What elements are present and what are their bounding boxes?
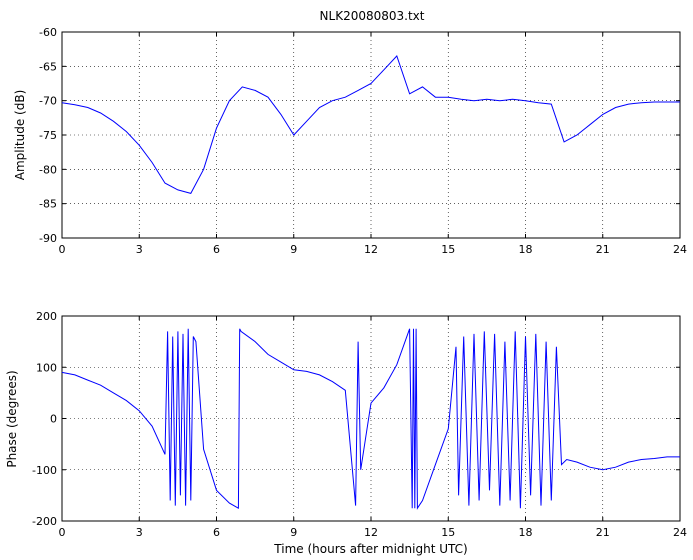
- amplitude-ticks: 0 3 6 9 12 15 18 21 24 -90 -85 -80 -75 -70 -65 -60: [39, 26, 687, 256]
- phase-series-line: [61, 328, 680, 510]
- phase-ytick-label: 200: [36, 310, 57, 323]
- phase-xtick-label: 18: [519, 526, 533, 539]
- amplitude-xtick-label: 9: [290, 243, 297, 256]
- amplitude-ytick-label: -80: [39, 163, 57, 176]
- phase-xtick-label: 15: [441, 526, 455, 539]
- amplitude-xtick-label: 21: [596, 243, 610, 256]
- chart-title: NLK20080803.txt: [320, 9, 425, 23]
- phase-ytick-label: -100: [32, 464, 57, 477]
- amplitude-ytick-label: -70: [39, 95, 57, 108]
- amplitude-ytick-label: -60: [39, 26, 57, 39]
- amplitude-xtick-label: 0: [59, 243, 66, 256]
- amplitude-ytick-label: -85: [39, 198, 57, 211]
- amplitude-xtick-label: 3: [136, 243, 143, 256]
- amplitude-ytick-label: -90: [39, 232, 57, 245]
- phase-ytick-label: 0: [50, 413, 57, 426]
- amplitude-ytick-label: -65: [39, 60, 57, 73]
- amplitude-xtick-label: 6: [213, 243, 220, 256]
- phase-ytick-label: -200: [32, 515, 57, 528]
- amplitude-ylabel: Amplitude (dB): [13, 90, 27, 181]
- amplitude-series-line: [61, 55, 680, 194]
- amplitude-xtick-label: 15: [441, 243, 455, 256]
- amplitude-ytick-label: -75: [39, 129, 57, 142]
- phase-ytick-label: 100: [36, 361, 57, 374]
- phase-xtick-label: 0: [59, 526, 66, 539]
- amplitude-xtick-label: 24: [673, 243, 687, 256]
- phase-grid: [62, 316, 680, 521]
- amplitude-grid: [62, 32, 680, 238]
- phase-xtick-label: 3: [136, 526, 143, 539]
- phase-ylabel: Phase (degrees): [5, 370, 19, 467]
- phase-plot: 0 3 6 9 12 15 18 21 24 -200 -100 0 100 200 Phase (deg…: [5, 310, 687, 556]
- phase-xtick-label: 24: [673, 526, 687, 539]
- phase-xlabel: Time (hours after midnight UTC): [273, 542, 467, 556]
- amplitude-xtick-label: 18: [519, 243, 533, 256]
- phase-xtick-label: 12: [364, 526, 378, 539]
- phase-ticks: 0 3 6 9 12 15 18 21 24 -200 -100 0 100 200: [32, 310, 687, 539]
- phase-xtick-label: 6: [213, 526, 220, 539]
- amplitude-xtick-label: 12: [364, 243, 378, 256]
- phase-xtick-label: 9: [290, 526, 297, 539]
- phase-xtick-label: 21: [596, 526, 610, 539]
- amplitude-plot: 0 3 6 9 12 15 18 21 24 -90 -85 -80 -75 -70 -65 -60 Ampl…: [13, 26, 687, 256]
